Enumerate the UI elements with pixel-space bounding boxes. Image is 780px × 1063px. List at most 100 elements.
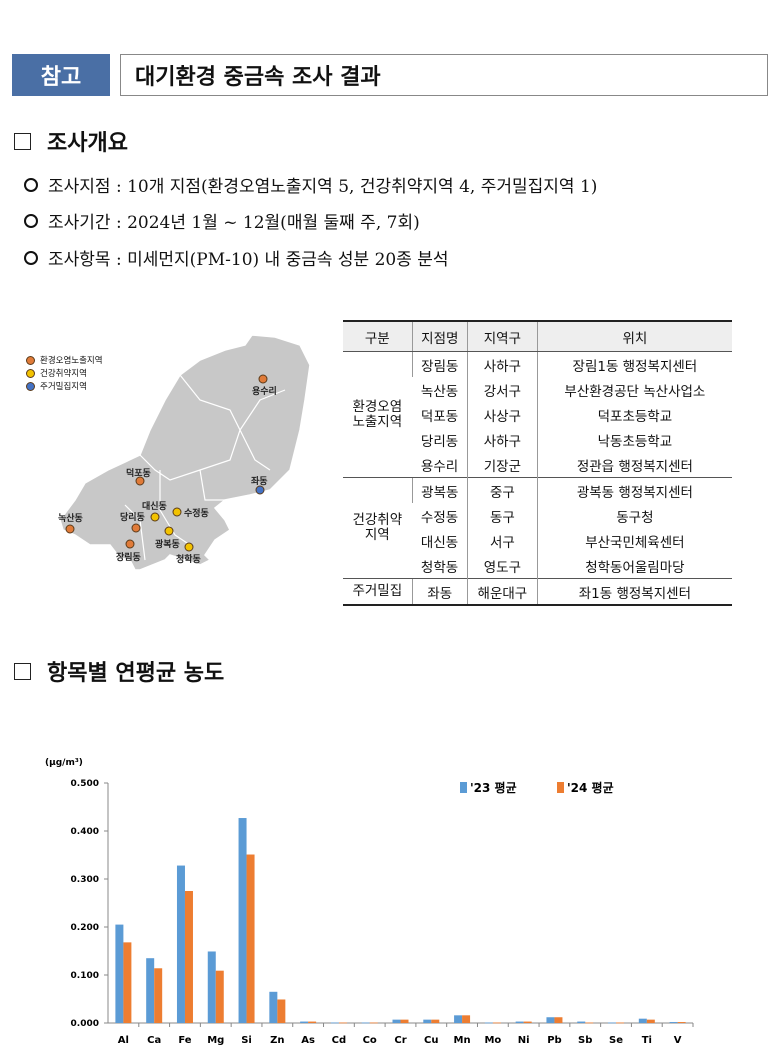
table-row: 덕포동 사상구 덕포초등학교 — [343, 402, 732, 427]
table-cell: 용수리 — [420, 458, 459, 475]
table-cell: 기장군 — [467, 452, 538, 478]
table-cell: 좌1동 행정복지센터 — [536, 578, 732, 606]
map-site-marker — [172, 507, 182, 517]
table-cell: 부산환경공단 녹산사업소 — [536, 377, 732, 402]
bar-Mg-1 — [215, 970, 224, 1023]
bar-Ni-0 — [515, 1021, 524, 1023]
legend-label: 주거밀집지역 — [40, 382, 87, 392]
bar-Mn-0 — [454, 1015, 463, 1023]
bullet-item: 조사지점 : 10개 지점(환경오염노출지역 5, 건강취약지역 4, 주거밀집… — [24, 172, 597, 197]
table-cell: 광복동 행정복지센터 — [536, 477, 732, 503]
bar-Fe-0 — [176, 865, 185, 1023]
map-site-label: 녹산동 — [58, 514, 83, 524]
y-tick-label: 0.000 — [71, 1019, 99, 1029]
table-row: 청학동 영도구 청학동어울림마당 — [343, 553, 732, 579]
x-tick-label: Cd — [332, 1035, 347, 1046]
map-site-label: 당리동 — [120, 513, 145, 523]
circle-bullet-icon — [24, 250, 38, 265]
map-site-marker — [150, 512, 160, 522]
bar-Pb-1 — [554, 1017, 563, 1023]
bar-Co-1 — [369, 1022, 378, 1024]
table-cell: 덕포초등학교 — [536, 402, 732, 427]
column-header: 위치 — [536, 320, 732, 352]
map-legend-item: 주거밀집지역 — [26, 380, 87, 392]
table-cell: 사상구 — [467, 402, 538, 427]
table-cell: 낙동초등학교 — [536, 427, 732, 452]
bar-Ca-0 — [146, 958, 155, 1023]
bullet-item: 조사항목 : 미세먼지(PM-10) 내 중금속 성분 20종 분석 — [24, 245, 449, 270]
y-tick-label: 0.100 — [71, 971, 99, 981]
table-row: 수정동 동구 동구청 — [343, 503, 732, 528]
table-cell: 사하구 — [467, 351, 538, 377]
reference-tag: 참고 — [12, 54, 110, 96]
legend-label: 환경오염노출지역 — [40, 356, 103, 366]
map-site-label: 광복동 — [155, 540, 180, 550]
section-title: 조사개요 — [47, 131, 128, 156]
map-site-label: 장림동 — [116, 553, 141, 563]
bar-Sb-1 — [585, 1022, 594, 1024]
y-axis-unit: (μg/m³) — [45, 758, 83, 768]
column-header: 지역구 — [467, 320, 538, 352]
table-cell: 수정동 — [420, 509, 459, 526]
table-cell: 영도구 — [467, 553, 538, 579]
table-cell: 동구청 — [536, 503, 732, 528]
bar-Ca-1 — [154, 968, 163, 1023]
table-row: 주거밀집 좌동 해운대구 좌1동 행정복지센터 — [343, 578, 732, 606]
group-cell: 건강취약 지역 — [343, 477, 413, 579]
x-tick-label: Al — [118, 1035, 129, 1046]
map-shape — [59, 334, 311, 571]
x-tick-label: Se — [609, 1035, 623, 1046]
bar-Cu-1 — [431, 1019, 440, 1023]
x-tick-label: Cr — [394, 1035, 406, 1046]
bullet-item: 조사기간 : 2024년 1월 ~ 12월(매월 둘째 주, 7회) — [24, 208, 420, 233]
district-borders — [124, 374, 286, 561]
table-row: 환경오염 노출지역 장림동 사하구 장림1동 행정복지센터 — [343, 351, 732, 478]
x-tick-label: Si — [241, 1035, 252, 1046]
bar-Ni-1 — [523, 1021, 532, 1023]
bar-Fe-1 — [184, 891, 193, 1023]
table-cell: 광복동 — [411, 477, 468, 503]
bar-Al-0 — [115, 924, 124, 1023]
x-tick-label: Pb — [547, 1035, 562, 1046]
bar-Mo-1 — [492, 1022, 501, 1024]
table-row: 당리동 사하구 낙동초등학교 — [343, 427, 732, 452]
x-tick-label: Fe — [178, 1035, 191, 1046]
x-tick-label: As — [301, 1035, 315, 1046]
x-tick-label: Ca — [147, 1035, 161, 1046]
group-cell: 주거밀집 — [343, 578, 413, 606]
x-tick-label: Mo — [484, 1035, 501, 1046]
table-cell: 서구 — [467, 528, 538, 553]
x-tick-label: Mn — [454, 1035, 471, 1046]
site-table: 구분 지점명 지역구 위치 환경오염 노출지역 장림동 사하구 장림1동 행정복지센터… — [343, 320, 732, 606]
legend-label: '23 평균 — [470, 781, 517, 795]
table-cell: 덕포동 — [420, 408, 459, 425]
table-cell: 강서구 — [467, 377, 538, 402]
bar-As-1 — [308, 1021, 317, 1023]
bar-Cd-1 — [338, 1022, 347, 1024]
x-tick-label: Cu — [424, 1035, 438, 1046]
table-cell: 좌동 — [411, 578, 468, 606]
map-site-marker — [164, 526, 174, 536]
table-row: 건강취약 지역 광복동 중구 광복동 행정복지센터 — [343, 477, 732, 579]
map-site-label: 덕포동 — [126, 469, 151, 479]
group-cell: 환경오염 노출지역 — [343, 351, 413, 478]
map-site-label: 수정동 — [184, 509, 209, 519]
bar-Se-0 — [608, 1022, 617, 1024]
bar-Cr-0 — [392, 1019, 401, 1023]
y-tick-label: 0.500 — [71, 779, 99, 789]
legend-dot-icon — [26, 368, 35, 378]
map-site-marker — [255, 485, 265, 495]
bullet-text: 조사기간 : 2024년 1월 ~ 12월(매월 둘째 주, 7회) — [48, 213, 420, 233]
map-site-marker — [258, 374, 268, 384]
table-cell: 녹산동 — [420, 383, 459, 400]
column-header: 구분 — [343, 320, 413, 352]
table-cell: 정관읍 행정복지센터 — [536, 452, 732, 478]
legend-dot-icon — [26, 381, 35, 391]
map-legend-item: 환경오염노출지역 — [26, 354, 103, 366]
square-bullet-icon — [14, 132, 31, 150]
table-row: 용수리 기장군 정관읍 행정복지센터 — [343, 452, 732, 478]
bar-Ti-1 — [646, 1019, 655, 1023]
y-tick-label: 0.300 — [71, 875, 99, 885]
map-site-marker — [131, 523, 141, 533]
bar-Sb-0 — [577, 1021, 586, 1023]
